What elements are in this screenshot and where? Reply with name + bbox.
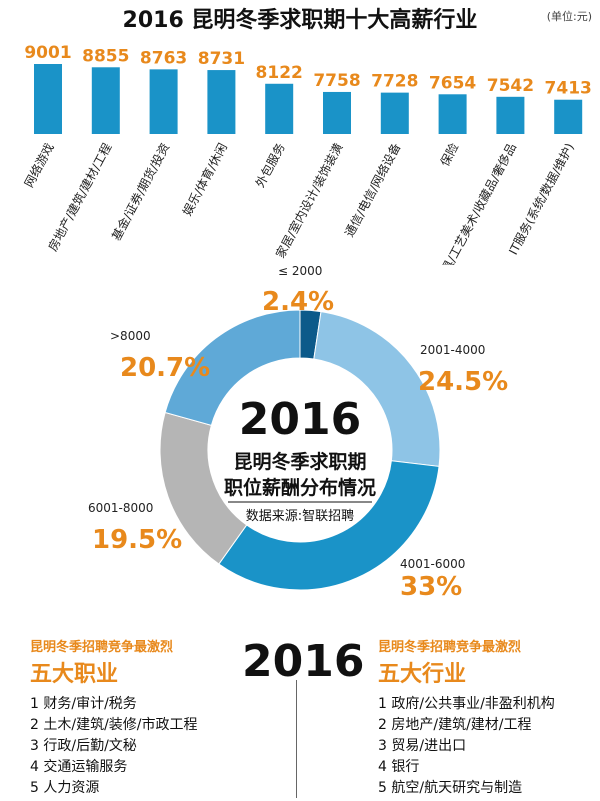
- bar-value-label: 7542: [487, 76, 534, 96]
- slice-range-label: 2001-4000: [420, 343, 485, 357]
- center-line-1: 昆明冬季求职期: [233, 450, 366, 473]
- category-label: IT服务(系统/数据/维护): [505, 140, 577, 257]
- bar-3: [207, 70, 236, 134]
- list-item: 3 贸易/进出口: [378, 738, 467, 754]
- bar-value-label: 9001: [24, 43, 71, 63]
- bar-value-label: 7413: [545, 79, 592, 99]
- bar-value-label: 7758: [313, 71, 360, 91]
- bar-9: [554, 99, 583, 134]
- bottom-year: 2016: [242, 636, 365, 687]
- slice-percent-label: 2.4%: [262, 287, 334, 317]
- bar-value-label: 8122: [256, 63, 303, 83]
- list-item: 2 房地产/建筑/建材/工程: [378, 717, 532, 733]
- bar-value-label: 7654: [429, 73, 476, 93]
- bar-2: [149, 69, 178, 134]
- left-section-tag: 昆明冬季招聘竞争最激烈: [30, 640, 174, 655]
- bar-1: [91, 67, 120, 134]
- bar-value-label: 8855: [82, 46, 129, 66]
- bar-8: [496, 96, 525, 134]
- donut-slice-2: [218, 460, 440, 591]
- category-label: 通信/电信/网络设备: [341, 140, 403, 239]
- section-divider: [296, 680, 297, 798]
- slice-percent-label: 19.5%: [92, 525, 182, 555]
- category-label: 保险: [437, 140, 462, 168]
- bar-chart: 9001 网络游戏 8855 房地产/建筑/建材/工程 8763 基金/证券/期货/投资 8…: [21, 43, 592, 265]
- bar-6: [380, 92, 409, 134]
- bar-7: [438, 94, 467, 134]
- category-label: 房地产/建筑/建材/工程: [45, 140, 115, 253]
- bar-value-label: 7728: [371, 72, 418, 92]
- data-source: 数据来源:智联招聘: [246, 509, 354, 524]
- list-item: 5 人力资源: [30, 780, 100, 796]
- list-item: 5 航空/航天研究与制造: [378, 780, 523, 796]
- bar-4: [265, 83, 294, 134]
- list-item: 1 财务/审计/税务: [30, 696, 137, 712]
- bar-0: [34, 64, 62, 134]
- center-year: 2016: [239, 394, 361, 445]
- chart-title: 2016 昆明冬季求职期十大高薪行业: [122, 8, 478, 33]
- list-item: 1 政府/公共事业/非盈利机构: [378, 696, 555, 712]
- list-item: 2 土木/建筑/装修/市政工程: [30, 717, 198, 733]
- slice-range-label: ≤ 2000: [278, 264, 322, 278]
- slice-range-label: >8000: [110, 329, 151, 343]
- bar-value-label: 8763: [140, 48, 187, 68]
- top-occupations-list: 1 财务/审计/税务 2 土木/建筑/装修/市政工程 3 行政/后勤/文秘 4 …: [30, 694, 198, 799]
- bar-value-label: 8731: [198, 49, 245, 69]
- category-label: 基金/证券/期货/投资: [108, 140, 172, 243]
- bar-5: [323, 91, 351, 134]
- slice-range-label: 4001-6000: [400, 557, 465, 571]
- category-label: 外包服务: [252, 140, 288, 189]
- donut-slice-4: [164, 309, 301, 426]
- top-industries-list: 1 政府/公共事业/非盈利机构 2 房地产/建筑/建材/工程 3 贸易/进出口 …: [378, 694, 555, 799]
- slice-percent-label: 33%: [400, 572, 462, 602]
- unit-note: (单位:元): [546, 10, 592, 23]
- slice-percent-label: 24.5%: [418, 367, 508, 397]
- right-section-tag: 昆明冬季招聘竞争最激烈: [378, 640, 522, 655]
- center-line-2: 职位薪酬分布情况: [224, 476, 376, 499]
- category-label: 网络游戏: [21, 140, 57, 189]
- right-section-title: 五大行业: [378, 662, 467, 687]
- list-item: 3 行政/后勤/文秘: [30, 738, 137, 754]
- slice-percent-label: 20.7%: [120, 353, 210, 383]
- list-item: 4 银行: [378, 759, 420, 775]
- list-item: 4 交通运输服务: [30, 759, 128, 775]
- category-label: 家居/室内设计/装饰装潢: [272, 140, 345, 260]
- left-section-title: 五大职业: [30, 662, 119, 687]
- slice-range-label: 6001-8000: [88, 501, 153, 515]
- category-label: 礼品/玩具/工艺美术/收藏品/奢侈品: [419, 140, 519, 265]
- category-label: 娱乐/体育/休闲: [179, 140, 230, 218]
